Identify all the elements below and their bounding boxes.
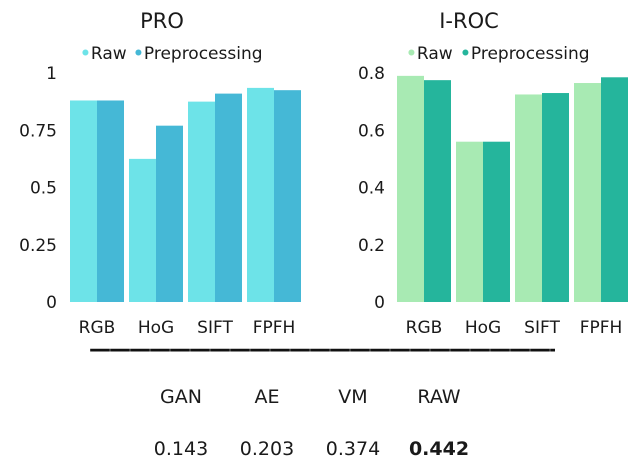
chart1-bar-hog-raw xyxy=(129,158,156,302)
chart1-ytick: 0.5 xyxy=(30,179,57,199)
chart1-bar-fpfh-raw xyxy=(247,87,274,302)
chart2-bar-sift-preprocessing xyxy=(542,93,569,302)
value-raw: 0.442 xyxy=(408,438,470,460)
chart2-title: I-ROC xyxy=(439,9,499,33)
chart1-legend-preprocessing: •Preprocessing xyxy=(133,44,263,64)
chart1-xtick-rgb: RGB xyxy=(79,318,116,338)
chart1-title: PRO xyxy=(140,9,184,33)
chart2-bar-fpfh-preprocessing xyxy=(601,77,628,302)
chart2-bar-rgb-raw xyxy=(397,75,424,302)
chart1-ytick: 0.25 xyxy=(19,236,57,256)
chart1-ytick: 0.75 xyxy=(19,121,57,141)
header-vm: VM xyxy=(338,386,368,408)
chart2-ytick: 0.8 xyxy=(358,64,385,84)
header-ae: AE xyxy=(254,386,280,408)
chart1-bar-hog-preprocessing xyxy=(156,125,183,302)
chart1-bar-rgb-raw xyxy=(70,100,97,302)
divider-line: ——————————————————————————— xyxy=(89,337,555,362)
score-table-value-row: 0.143 0.203 0.374 0.442 xyxy=(138,438,482,460)
chart1-legend-raw: •Raw xyxy=(80,44,127,64)
chart2-ytick: 0.6 xyxy=(358,121,385,141)
chart2-bar-fpfh-raw xyxy=(574,83,601,302)
score-table: GAN AE VM RAW 0.143 0.203 0.374 0.442 xyxy=(138,386,482,460)
chart2-xtick-fpfh: FPFH xyxy=(580,318,623,338)
chart1-ytick: 0 xyxy=(46,293,57,313)
charts-canvas: PRO •Raw •Preprocessing 0 0.25 0.5 0.75 1 RGB HoG… xyxy=(19,9,628,338)
chart1-xtick-sift: SIFT xyxy=(197,318,233,338)
chart2-xtick-sift: SIFT xyxy=(524,318,560,338)
chart1-xtick-hog: HoG xyxy=(138,318,174,338)
chart2-bar-sift-raw xyxy=(515,94,542,302)
chart2-bar-hog-preprocessing xyxy=(483,141,510,302)
chart1-ytick: 1 xyxy=(46,64,57,84)
chart1-bar-fpfh-preprocessing xyxy=(274,90,301,302)
value-vm: 0.374 xyxy=(325,438,381,460)
chart2-legend-raw: •Raw xyxy=(406,44,453,64)
score-table-header-row: GAN AE VM RAW xyxy=(138,386,482,416)
chart2-bar-rgb-preprocessing xyxy=(424,80,451,302)
header-raw: RAW xyxy=(417,386,461,408)
chart1-bar-rgb-preprocessing xyxy=(97,100,124,302)
chart1-bar-sift-preprocessing xyxy=(215,93,242,302)
value-gan: 0.143 xyxy=(153,438,209,460)
value-ae: 0.203 xyxy=(239,438,295,460)
chart2-xtick-hog: HoG xyxy=(465,318,501,338)
chart2-legend-preprocessing: •Preprocessing xyxy=(460,44,590,64)
chart2-ytick: 0 xyxy=(374,293,385,313)
chart2-bar-hog-raw xyxy=(456,141,483,302)
chart2-ytick: 0.2 xyxy=(358,236,385,256)
chart2-ytick: 0.4 xyxy=(358,179,385,199)
header-gan: GAN xyxy=(160,386,202,408)
chart1-bar-sift-raw xyxy=(188,101,215,302)
chart2-xtick-rgb: RGB xyxy=(406,318,443,338)
chart1-xtick-fpfh: FPFH xyxy=(253,318,296,338)
